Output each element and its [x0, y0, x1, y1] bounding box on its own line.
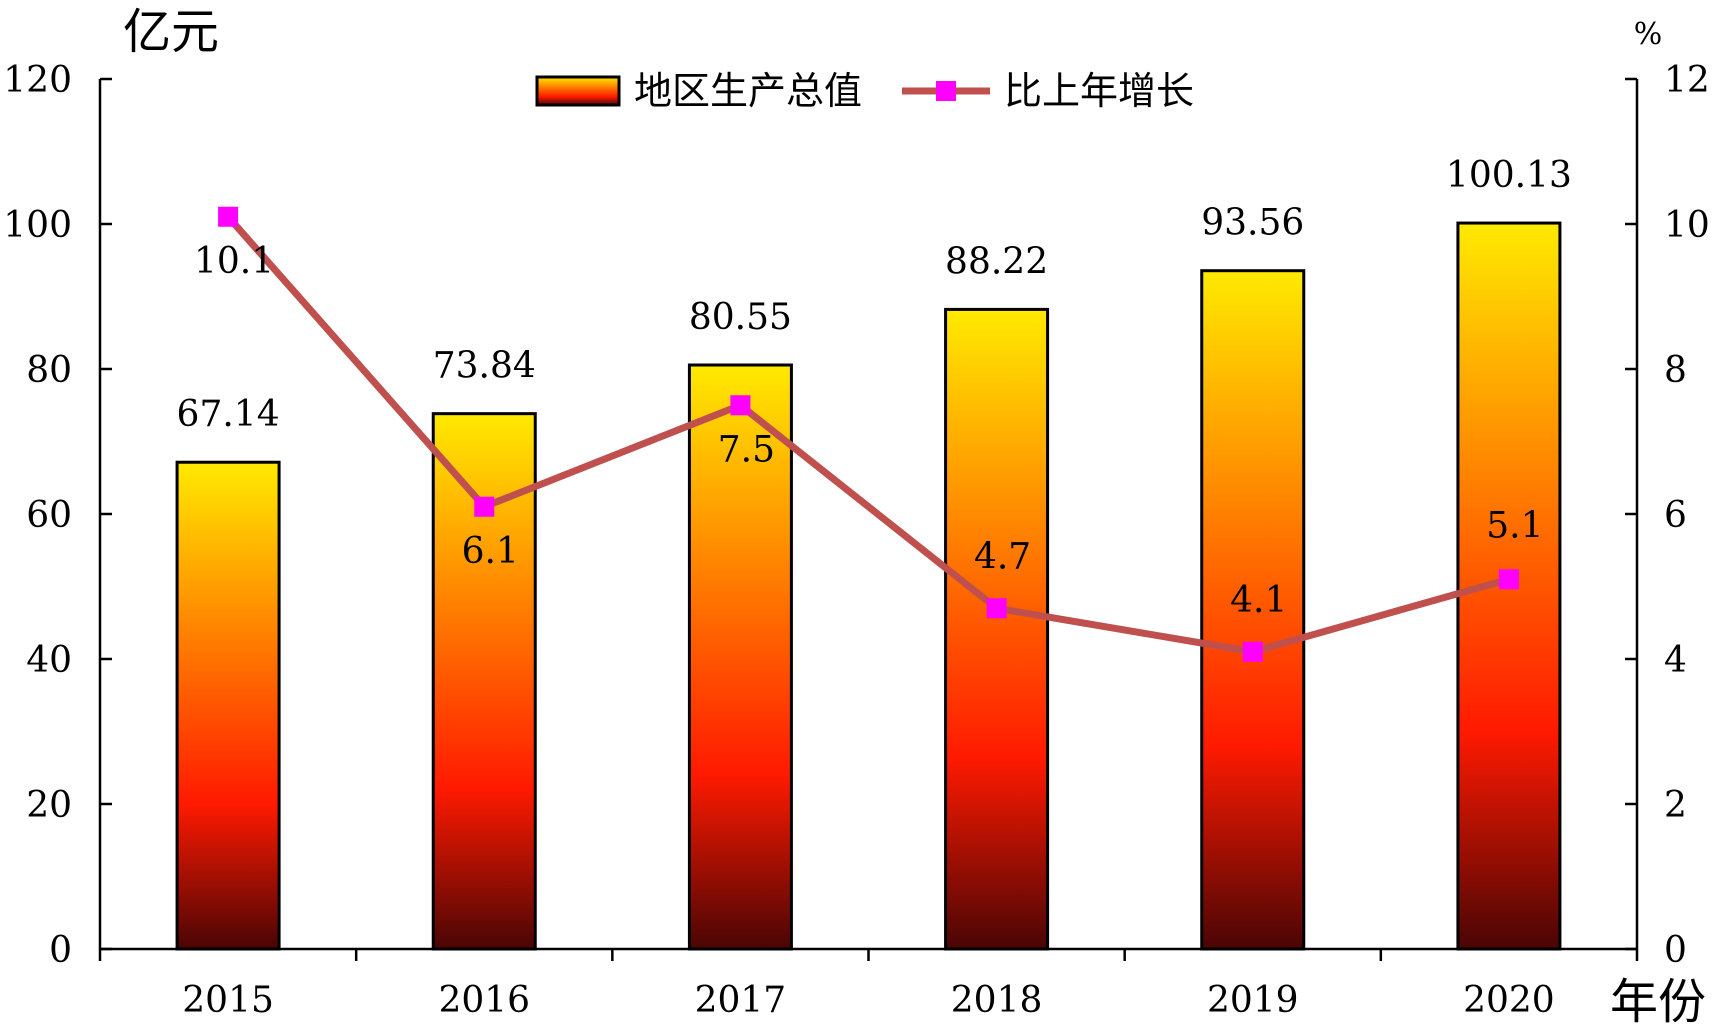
- line-data-label: 4.1: [1230, 580, 1287, 621]
- x-tick-label: 2019: [1207, 980, 1299, 1021]
- growth-point-2018: [986, 598, 1007, 619]
- right-tick-label: 4: [1664, 640, 1687, 681]
- line-data-label: 5.1: [1486, 505, 1543, 546]
- line-data-label: 6.1: [462, 531, 519, 572]
- growth-point-2016: [474, 496, 495, 517]
- right-tick-label: 6: [1664, 495, 1687, 536]
- left-tick-label: 20: [26, 785, 72, 826]
- left-tick-label: 60: [26, 495, 72, 536]
- legend-bar-label: 地区生产总值: [634, 69, 862, 113]
- bar-data-label: 67.14: [177, 394, 280, 435]
- right-tick-label: 10: [1664, 205, 1710, 246]
- legend: 地区生产总值 比上年增长: [535, 69, 1194, 113]
- legend-line-marker: [936, 81, 956, 101]
- growth-point-2015: [218, 206, 239, 227]
- growth-line: [225, 214, 1510, 656]
- x-tick-label: 2018: [951, 980, 1043, 1021]
- right-axis-unit: %: [1634, 17, 1663, 52]
- line-data-label: 7.5: [718, 429, 775, 470]
- left-tick-label: 0: [49, 930, 72, 971]
- bar-data-label: 73.84: [433, 346, 536, 387]
- bar-2018: [944, 307, 1050, 951]
- left-tick-label: 40: [26, 640, 72, 681]
- growth-point-2019: [1242, 641, 1263, 662]
- plot-area: 0 20 40 60 80 100 120 0 2 4 6 8 10 12 2015 2016 2017 2018…: [3, 60, 1710, 1021]
- bar-data-label: 93.56: [1201, 203, 1304, 244]
- legend-bar-swatch: [535, 75, 621, 107]
- growth-point-2020: [1498, 569, 1519, 590]
- left-tick-label: 120: [3, 60, 72, 101]
- bar-2017: [687, 363, 793, 951]
- x-tick-label: 2015: [182, 980, 274, 1021]
- line-data-label: 10.1: [194, 241, 274, 282]
- x-tick-label: 2020: [1463, 980, 1555, 1021]
- bar-data-label: 80.55: [689, 297, 792, 338]
- left-tick-label: 80: [26, 350, 72, 391]
- x-axis-unit: 年份: [1610, 974, 1706, 1030]
- growth-point-2017: [730, 395, 751, 416]
- line-data-label: 4.7: [974, 536, 1031, 577]
- right-tick-label: 12: [1664, 60, 1710, 101]
- right-tick-label: 2: [1664, 785, 1687, 826]
- x-tick-label: 2016: [438, 980, 530, 1021]
- legend-line-label: 比上年增长: [1004, 69, 1194, 113]
- right-tick-label: 8: [1664, 350, 1687, 391]
- right-tick-label: 0: [1664, 930, 1687, 971]
- x-tick-label: 2017: [695, 980, 787, 1021]
- left-axis-unit: 亿元: [123, 4, 219, 60]
- bar-2015: [175, 460, 281, 951]
- bar-data-label: 100.13: [1446, 155, 1572, 196]
- left-tick-label: 100: [3, 205, 72, 246]
- bar-data-label: 88.22: [945, 241, 1048, 282]
